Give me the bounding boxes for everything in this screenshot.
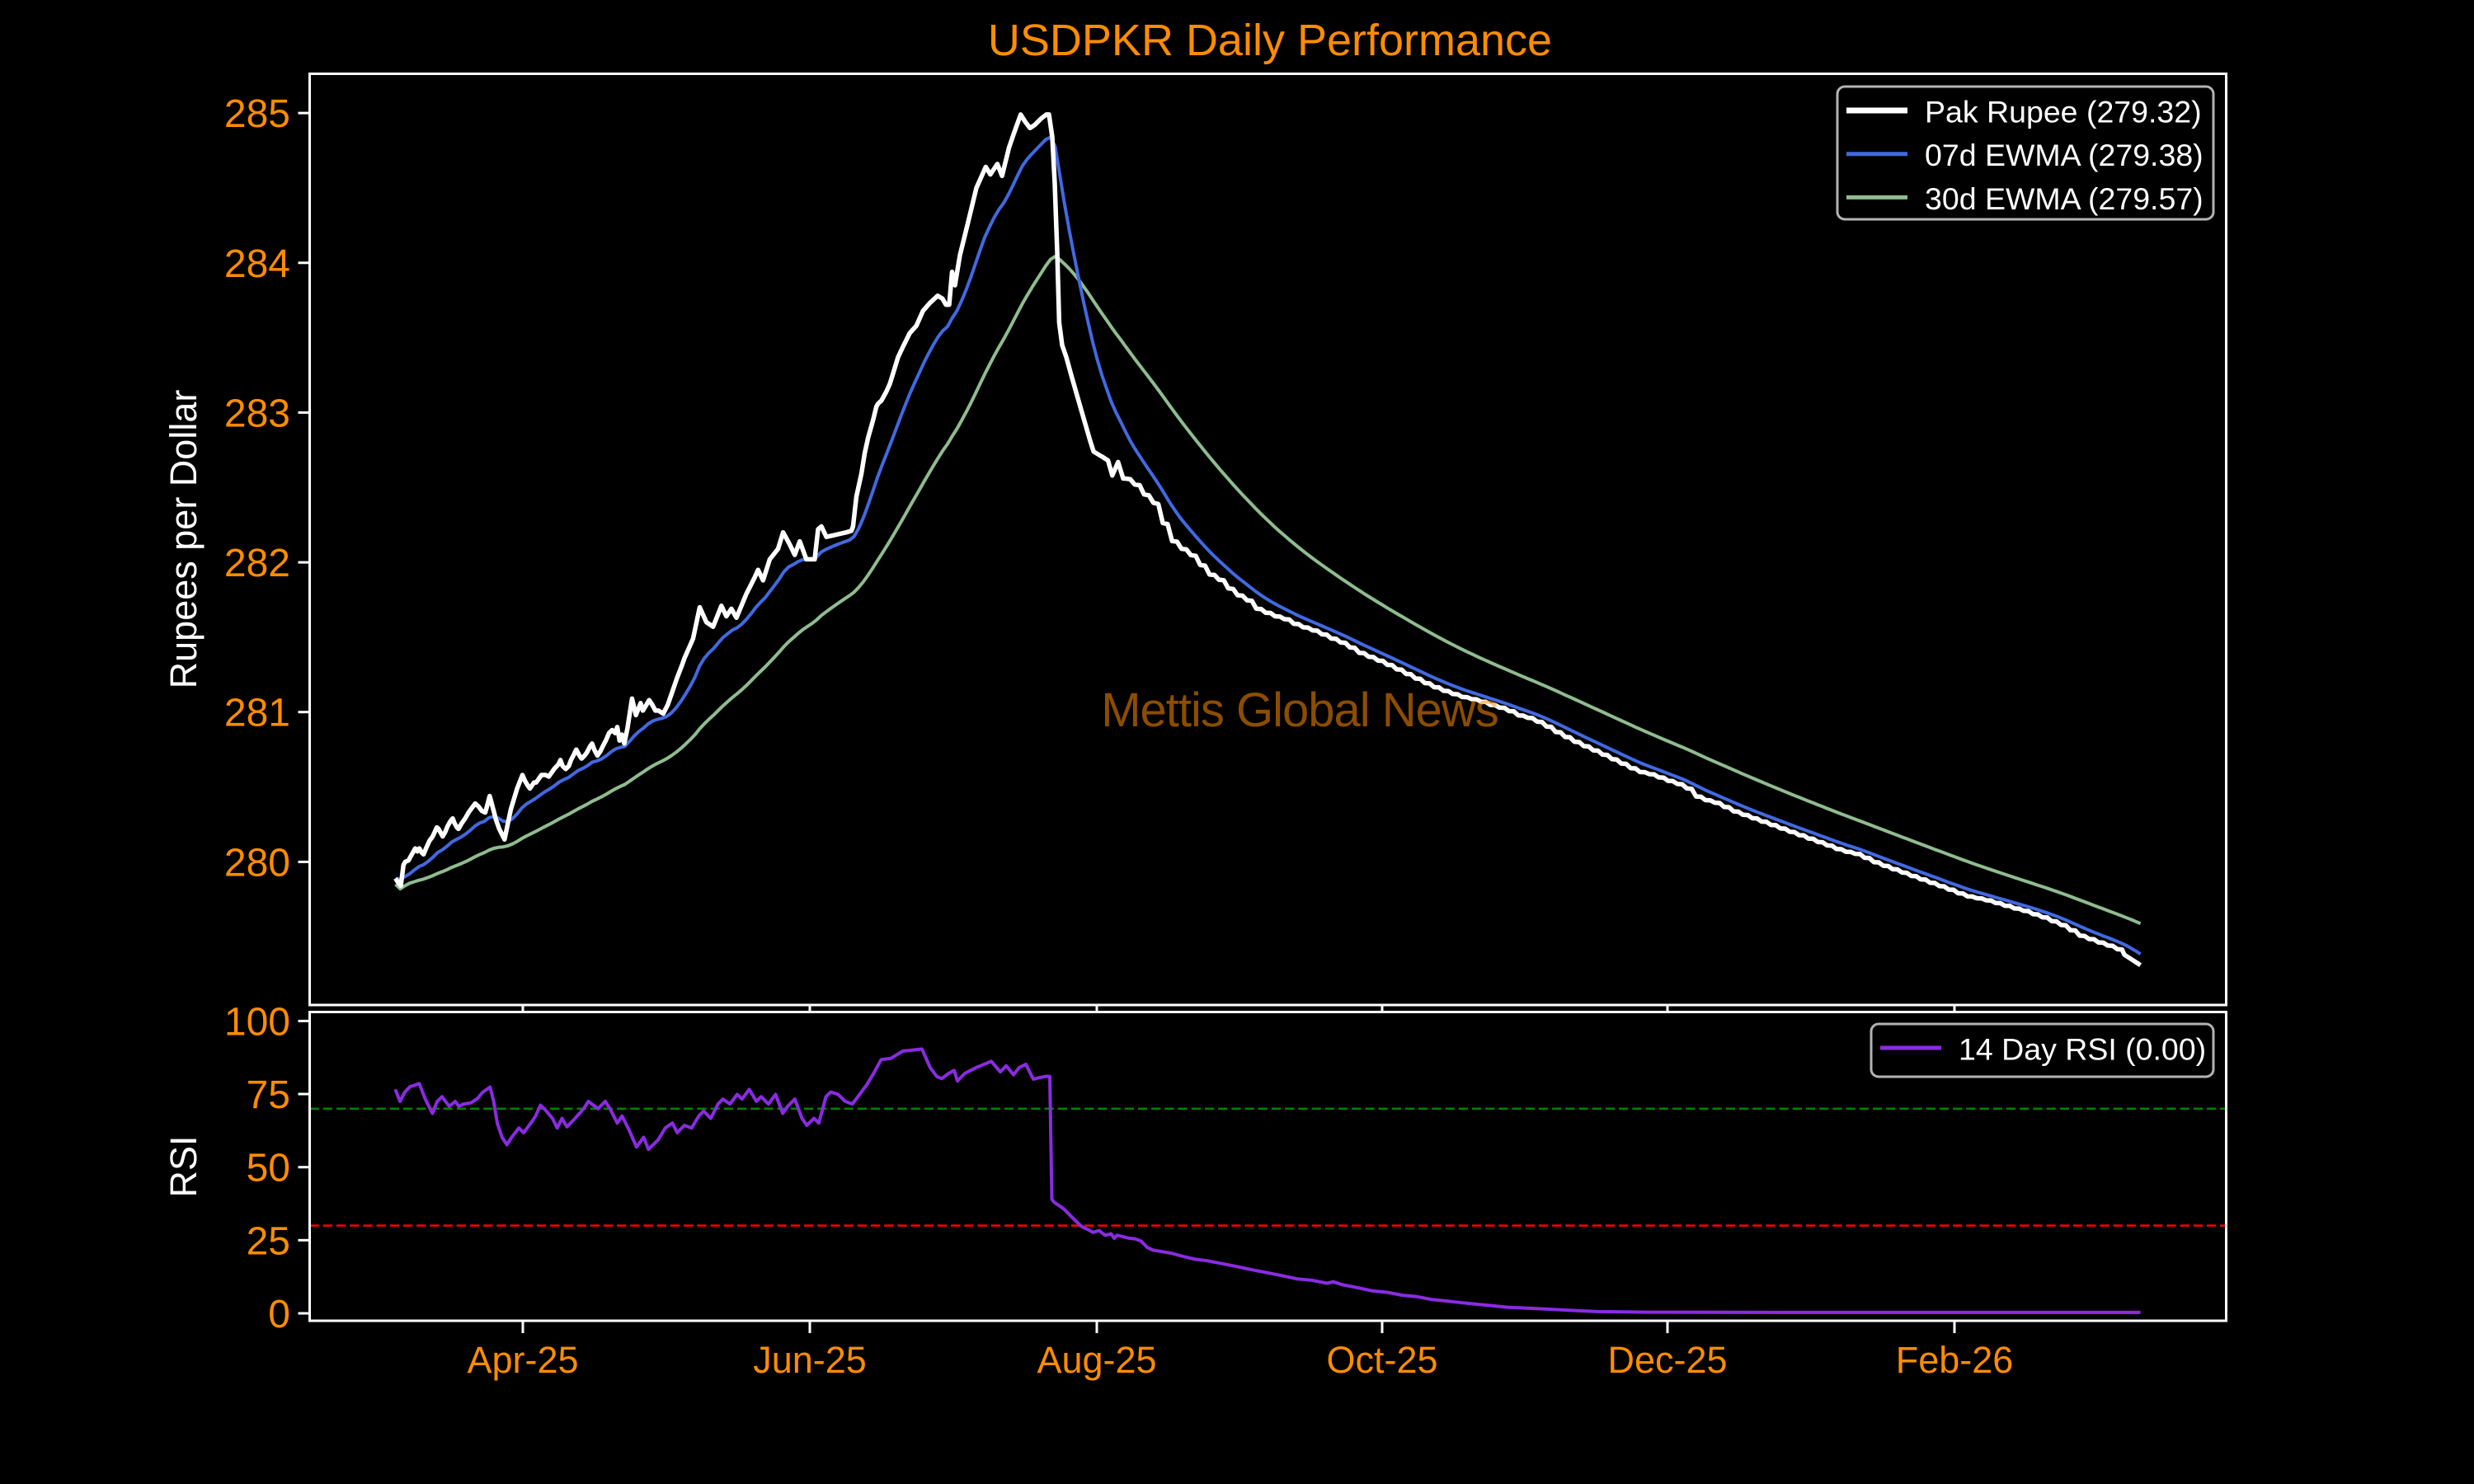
svg-text:75: 75 xyxy=(247,1073,290,1117)
svg-text:Jun-25: Jun-25 xyxy=(753,1339,867,1381)
svg-text:282: 282 xyxy=(224,542,290,585)
svg-text:0: 0 xyxy=(268,1293,290,1336)
svg-text:USDPKR Daily Performance: USDPKR Daily Performance xyxy=(988,16,1552,65)
svg-text:281: 281 xyxy=(224,692,290,735)
svg-text:100: 100 xyxy=(224,1000,290,1044)
svg-text:Feb-26: Feb-26 xyxy=(1896,1339,2014,1381)
svg-text:280: 280 xyxy=(224,841,290,885)
svg-text:285: 285 xyxy=(224,92,290,136)
svg-text:Oct-25: Oct-25 xyxy=(1326,1339,1437,1381)
svg-text:Rupees per Dollar: Rupees per Dollar xyxy=(162,390,205,689)
svg-text:Apr-25: Apr-25 xyxy=(467,1339,578,1381)
svg-text:Mettis Global News: Mettis Global News xyxy=(1101,683,1498,737)
svg-text:25: 25 xyxy=(247,1219,290,1263)
svg-text:Aug-25: Aug-25 xyxy=(1037,1339,1156,1381)
svg-text:07d EWMA (279.38): 07d EWMA (279.38) xyxy=(1925,138,2204,172)
svg-text:RSI: RSI xyxy=(162,1135,205,1197)
svg-text:30d EWMA (279.57): 30d EWMA (279.57) xyxy=(1925,181,2204,216)
svg-text:50: 50 xyxy=(247,1147,290,1190)
svg-text:283: 283 xyxy=(224,392,290,435)
svg-text:14 Day RSI (0.00): 14 Day RSI (0.00) xyxy=(1959,1032,2206,1067)
svg-text:284: 284 xyxy=(224,242,290,286)
svg-text:Dec-25: Dec-25 xyxy=(1607,1339,1727,1381)
svg-text:Pak Rupee (279.32): Pak Rupee (279.32) xyxy=(1925,95,2202,129)
